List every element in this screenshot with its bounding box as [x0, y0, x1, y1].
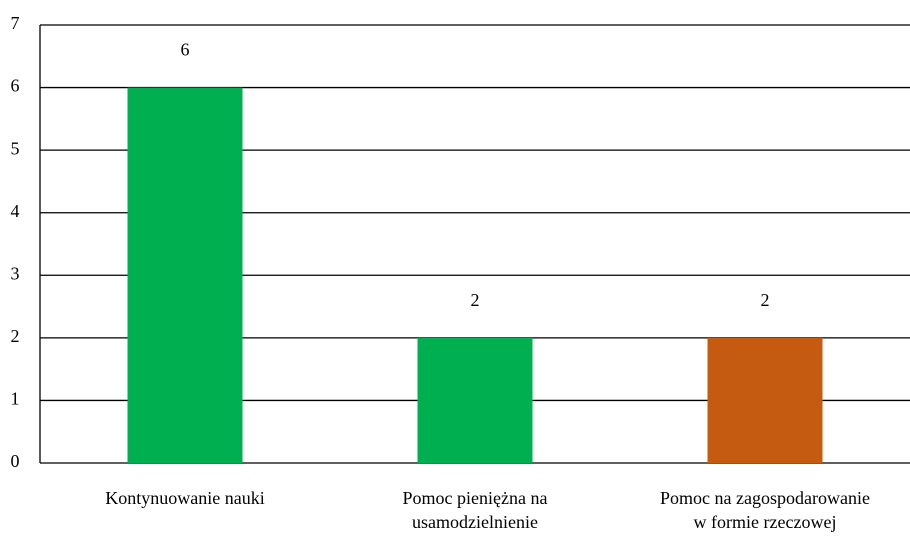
y-tick-label: 2 — [11, 326, 20, 346]
y-tick-label: 0 — [11, 451, 20, 471]
bar — [417, 337, 533, 463]
bar — [707, 337, 823, 463]
y-tick-label: 6 — [11, 76, 20, 96]
y-tick-label: 5 — [11, 138, 20, 158]
x-tick-label: Pomoc na zagospodarowanie w formie rzecz… — [660, 488, 870, 532]
data-label: 2 — [471, 290, 480, 310]
y-tick-label: 4 — [11, 201, 20, 221]
data-label: 2 — [761, 290, 770, 310]
y-tick-label: 1 — [11, 389, 20, 409]
data-label: 6 — [181, 40, 190, 60]
y-tick-label: 7 — [11, 13, 20, 33]
bar — [127, 87, 243, 464]
y-tick-label: 3 — [11, 263, 20, 283]
x-tick-label: Kontynuowanie nauki — [105, 488, 265, 508]
x-tick-label: Pomoc pieniężna na usamodzielnienie — [402, 488, 548, 532]
